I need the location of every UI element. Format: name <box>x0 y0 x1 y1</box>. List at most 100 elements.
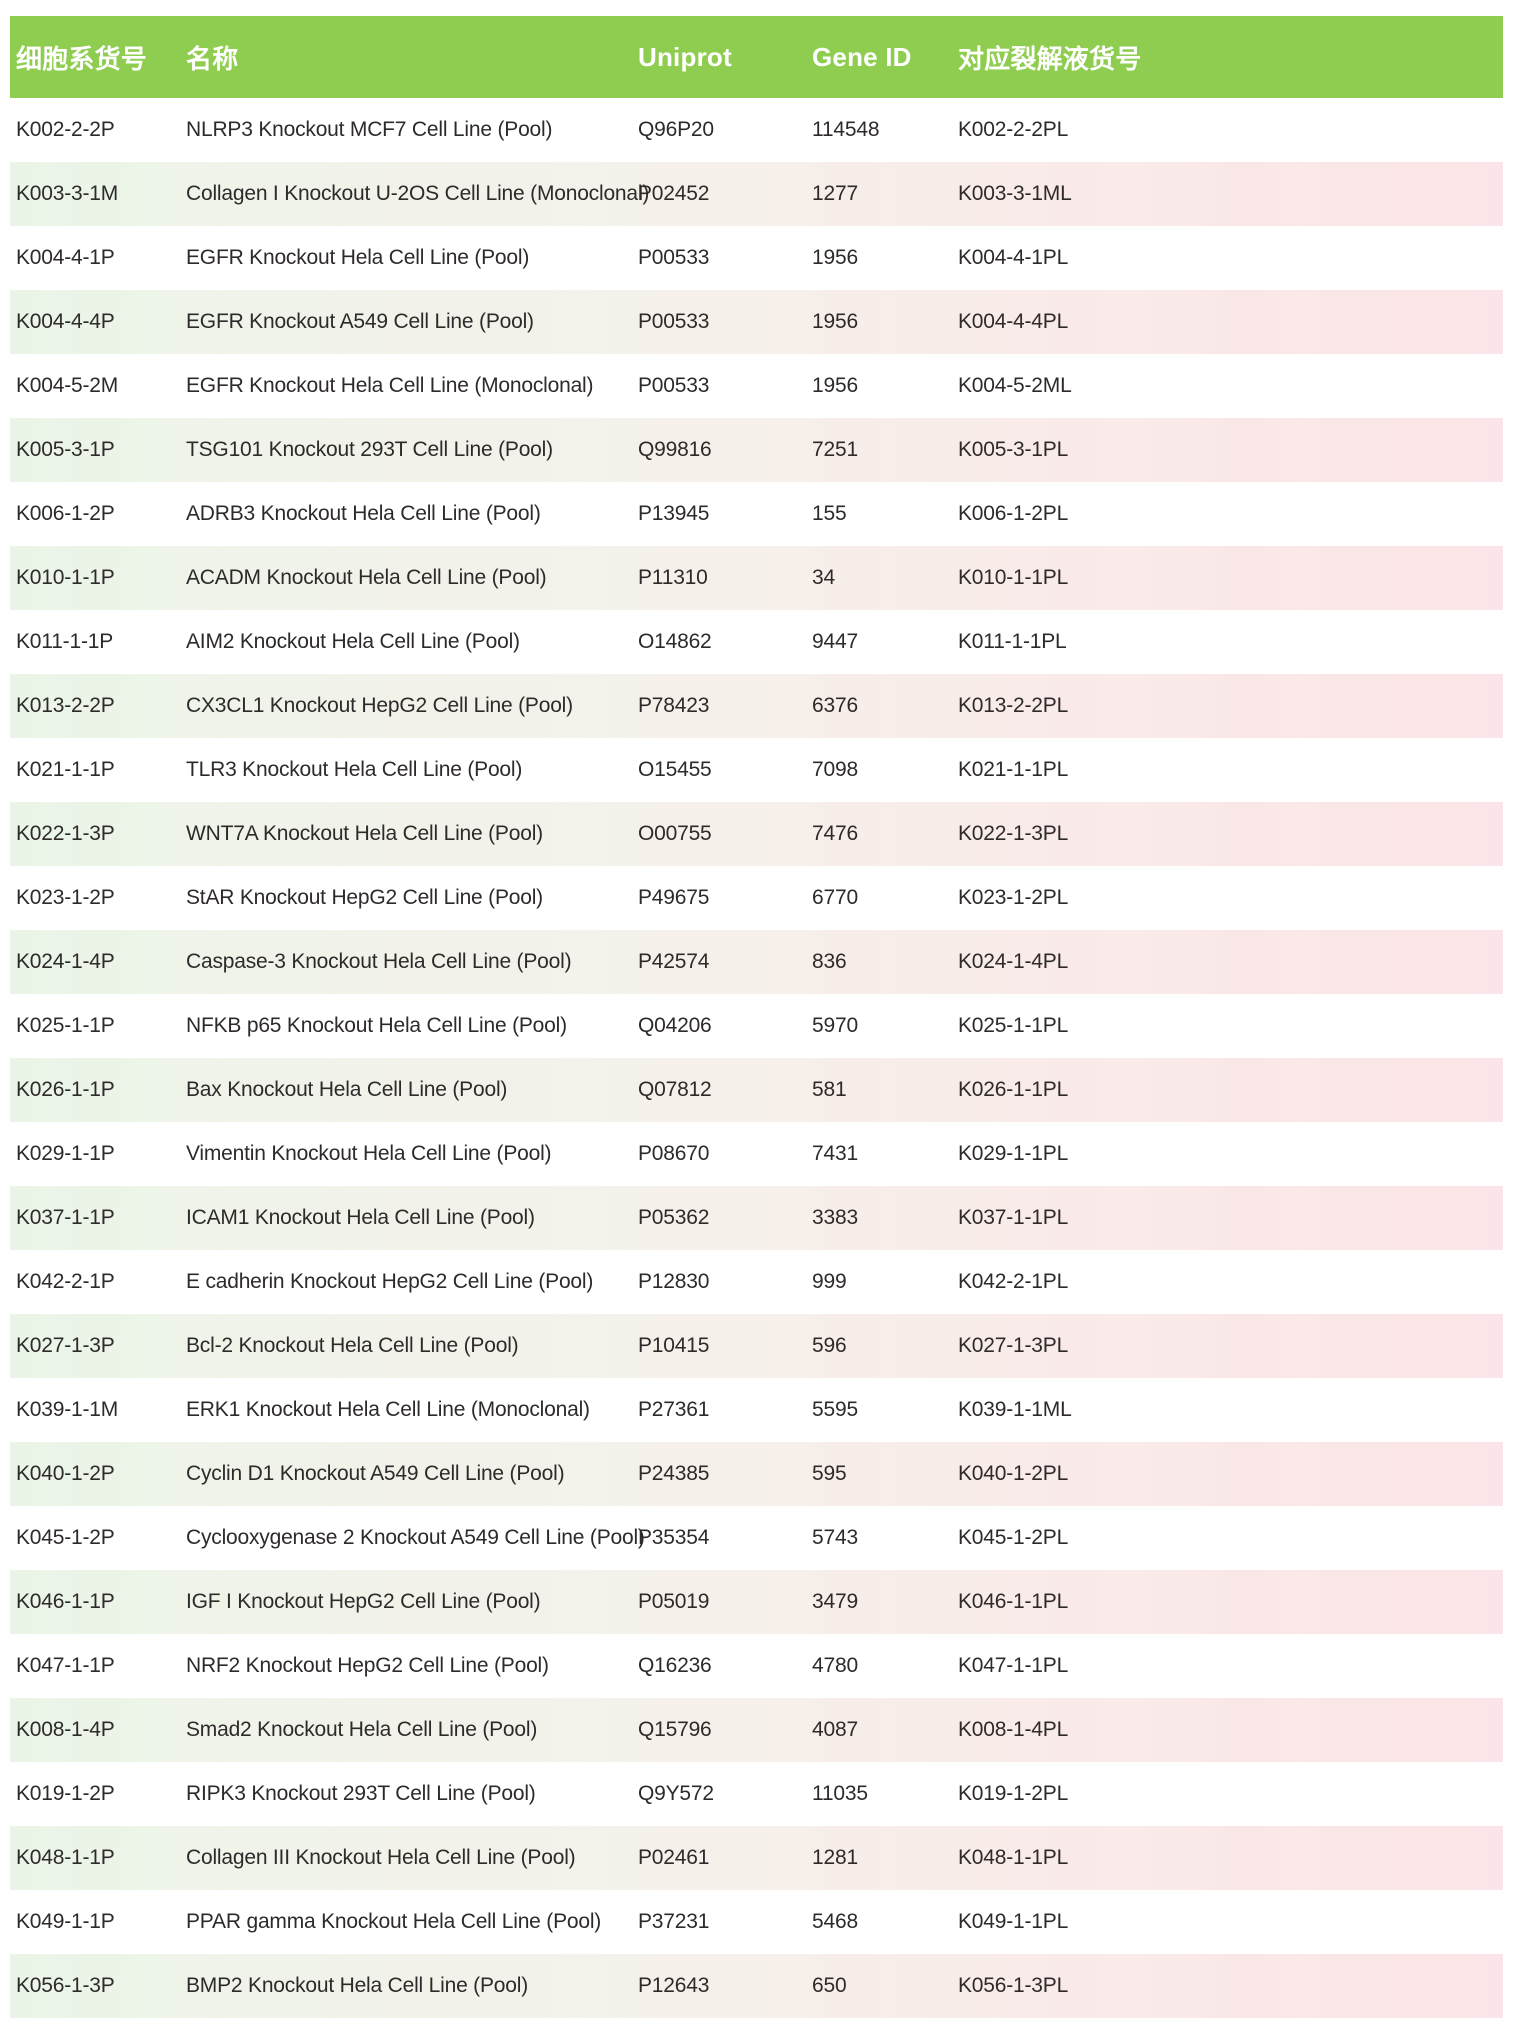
table-row: K008-1-4P Smad2 Knockout Hela Cell Line (… <box>10 1698 1503 1762</box>
cell-gene_id: 650 <box>812 1974 847 1997</box>
cell-gene_id: 1281 <box>812 1846 858 1869</box>
cell-uniprot: Q07812 <box>638 1078 712 1101</box>
cell-name: Caspase-3 Knockout Hela Cell Line (Pool) <box>186 950 572 973</box>
cell-uniprot: P00533 <box>638 246 710 269</box>
cell-lysate: K019-1-2PL <box>958 1782 1069 1805</box>
cell-uniprot: P00533 <box>638 310 710 333</box>
cell-name: IGF I Knockout HepG2 Cell Line (Pool) <box>186 1590 541 1613</box>
cell-catalog: K004-4-1P <box>16 246 115 269</box>
cell-gene_id: 9447 <box>812 630 858 653</box>
cell-catalog: K039-1-1M <box>16 1398 119 1421</box>
cell-uniprot: Q9Y572 <box>638 1782 714 1805</box>
cell-catalog: K040-1-2P <box>16 1462 115 1485</box>
cell-uniprot: P00533 <box>638 374 710 397</box>
table-row: K040-1-2P Cyclin D1 Knockout A549 Cell Li… <box>10 1442 1503 1506</box>
table-row: K056-1-3P BMP2 Knockout Hela Cell Line (P… <box>10 1954 1503 2018</box>
cell-uniprot: Q04206 <box>638 1014 712 1037</box>
column-header-catalog-number: 细胞系货号 <box>16 43 148 74</box>
cell-catalog: K013-2-2P <box>16 694 115 717</box>
cell-catalog: K004-4-4P <box>16 310 115 333</box>
cell-catalog: K003-3-1M <box>16 182 119 205</box>
cell-lysate: K048-1-1PL <box>958 1846 1069 1869</box>
cell-catalog: K010-1-1P <box>16 566 115 589</box>
cell-gene_id: 4780 <box>812 1654 858 1677</box>
table-row: K024-1-4P Caspase-3 Knockout Hela Cell Li… <box>10 930 1503 994</box>
cell-catalog: K021-1-1P <box>16 758 115 781</box>
cell-gene_id: 581 <box>812 1078 847 1101</box>
cell-name: BMP2 Knockout Hela Cell Line (Pool) <box>186 1974 529 1997</box>
cell-name: Cyclooxygenase 2 Knockout A549 Cell Line… <box>186 1526 645 1549</box>
table-row: K021-1-1P TLR3 Knockout Hela Cell Line (P… <box>10 738 1503 802</box>
cell-line-table: 细胞系货号 名称 Uniprot Gene ID 对应裂解液货号 K002-2-… <box>10 16 1503 2018</box>
cell-catalog: K019-1-2P <box>16 1782 115 1805</box>
cell-lysate: K056-1-3PL <box>958 1974 1069 1997</box>
cell-catalog: K026-1-1P <box>16 1078 115 1101</box>
cell-gene_id: 4087 <box>812 1718 858 1741</box>
cell-catalog: K037-1-1P <box>16 1206 115 1229</box>
cell-name: AIM2 Knockout Hela Cell Line (Pool) <box>186 630 520 653</box>
cell-name: ACADM Knockout Hela Cell Line (Pool) <box>186 566 547 589</box>
cell-uniprot: P05019 <box>638 1590 710 1613</box>
table-row: K047-1-1P NRF2 Knockout HepG2 Cell Line (… <box>10 1634 1503 1698</box>
cell-lysate: K011-1-1PL <box>958 630 1067 653</box>
cell-name: ADRB3 Knockout Hela Cell Line (Pool) <box>186 502 541 525</box>
cell-lysate: K047-1-1PL <box>958 1654 1069 1677</box>
cell-gene_id: 155 <box>812 502 847 525</box>
table-row: K004-5-2M EGFR Knockout Hela Cell Line (M… <box>10 354 1503 418</box>
cell-lysate: K045-1-2PL <box>958 1526 1069 1549</box>
cell-uniprot: P12830 <box>638 1270 710 1293</box>
cell-gene_id: 595 <box>812 1462 847 1485</box>
cell-uniprot: O14862 <box>638 630 712 653</box>
cell-lysate: K027-1-3PL <box>958 1334 1069 1357</box>
cell-uniprot: P08670 <box>638 1142 710 1165</box>
cell-name: EGFR Knockout Hela Cell Line (Pool) <box>186 246 530 269</box>
table-row: K039-1-1M ERK1 Knockout Hela Cell Line (M… <box>10 1378 1503 1442</box>
cell-catalog: K006-1-2P <box>16 502 115 525</box>
cell-lysate: K029-1-1PL <box>958 1142 1069 1165</box>
cell-gene_id: 7431 <box>812 1142 858 1165</box>
cell-lysate: K013-2-2PL <box>958 694 1069 717</box>
cell-uniprot: Q99816 <box>638 438 712 461</box>
cell-catalog: K002-2-2P <box>16 118 115 141</box>
cell-lysate: K010-1-1PL <box>958 566 1069 589</box>
cell-lysate: K049-1-1PL <box>958 1910 1069 1933</box>
cell-catalog: K022-1-3P <box>16 822 115 845</box>
table-row: K004-4-4P EGFR Knockout A549 Cell Line (P… <box>10 290 1503 354</box>
cell-lysate: K039-1-1ML <box>958 1398 1072 1421</box>
table-row: K042-2-1P E cadherin Knockout HepG2 Cell … <box>10 1250 1503 1314</box>
cell-name: RIPK3 Knockout 293T Cell Line (Pool) <box>186 1782 536 1805</box>
cell-name: Collagen I Knockout U-2OS Cell Line (Mon… <box>186 182 650 205</box>
cell-uniprot: P49675 <box>638 886 710 909</box>
cell-uniprot: P02452 <box>638 182 710 205</box>
cell-catalog: K029-1-1P <box>16 1142 115 1165</box>
column-header-uniprot: Uniprot <box>638 41 732 72</box>
cell-gene_id: 5743 <box>812 1526 858 1549</box>
cell-uniprot: Q96P20 <box>638 118 714 141</box>
cell-lysate: K006-1-2PL <box>958 502 1069 525</box>
cell-gene_id: 114548 <box>812 118 880 141</box>
table-row: K046-1-1P IGF I Knockout HepG2 Cell Line … <box>10 1570 1503 1634</box>
cell-catalog: K045-1-2P <box>16 1526 115 1549</box>
cell-gene_id: 7251 <box>812 438 858 461</box>
cell-name: CX3CL1 Knockout HepG2 Cell Line (Pool) <box>186 694 573 717</box>
cell-name: E cadherin Knockout HepG2 Cell Line (Poo… <box>186 1270 594 1293</box>
table-row: K004-4-1P EGFR Knockout Hela Cell Line (P… <box>10 226 1503 290</box>
cell-gene_id: 999 <box>812 1270 847 1293</box>
table-header-row: 细胞系货号 名称 Uniprot Gene ID 对应裂解液货号 <box>10 16 1503 98</box>
cell-gene_id: 5970 <box>812 1014 858 1037</box>
table-row: K026-1-1P Bax Knockout Hela Cell Line (Po… <box>10 1058 1503 1122</box>
cell-gene_id: 5468 <box>812 1910 858 1933</box>
cell-gene_id: 3479 <box>812 1590 858 1613</box>
cell-uniprot: P78423 <box>638 694 710 717</box>
cell-uniprot: P12643 <box>638 1974 710 1997</box>
table-row: K013-2-2P CX3CL1 Knockout HepG2 Cell Line… <box>10 674 1503 738</box>
table-row: K011-1-1P AIM2 Knockout Hela Cell Line (P… <box>10 610 1503 674</box>
cell-name: Smad2 Knockout Hela Cell Line (Pool) <box>186 1718 538 1741</box>
cell-uniprot: O15455 <box>638 758 712 781</box>
cell-name: NRF2 Knockout HepG2 Cell Line (Pool) <box>186 1654 549 1677</box>
cell-name: Bcl-2 Knockout Hela Cell Line (Pool) <box>186 1334 519 1357</box>
cell-name: TLR3 Knockout Hela Cell Line (Pool) <box>186 758 523 781</box>
cell-uniprot: P10415 <box>638 1334 710 1357</box>
cell-catalog: K027-1-3P <box>16 1334 115 1357</box>
cell-gene_id: 5595 <box>812 1398 858 1421</box>
